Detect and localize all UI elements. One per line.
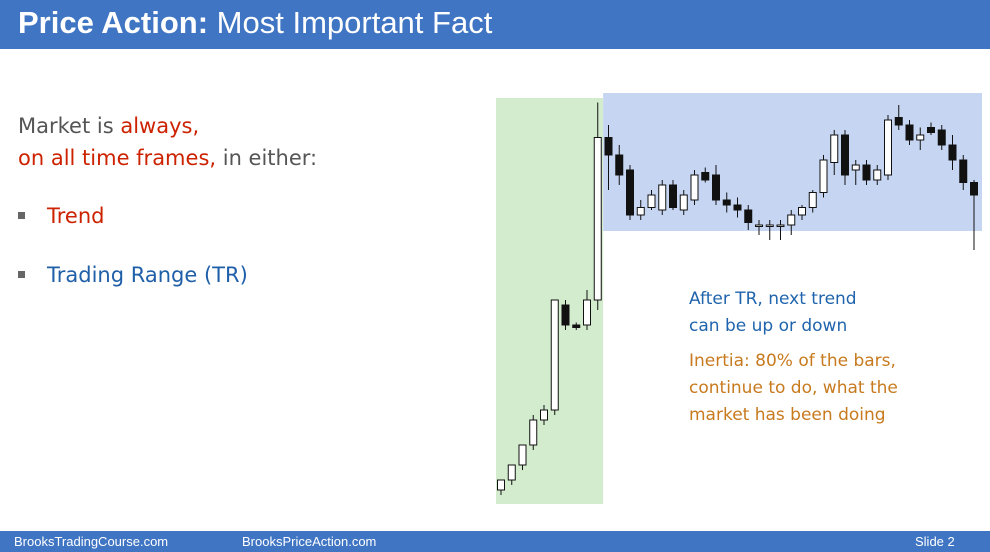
- bear-candle: [948, 144, 957, 161]
- footer-site-course: BrooksTradingCourse.com: [14, 534, 169, 549]
- bear-candle: [937, 129, 946, 146]
- title-bold: Price Action:: [18, 5, 209, 40]
- bear-candle: [894, 117, 903, 126]
- bull-candle: [497, 479, 505, 491]
- note-inertia-line2: continue to do, what the: [689, 378, 898, 398]
- bullet-trading-range-text: Trading Range (TR): [47, 263, 248, 287]
- note-inertia-line1: Inertia: 80% of the bars,: [689, 351, 896, 371]
- note-inertia-line3: market has been doing: [689, 405, 886, 425]
- bull-candle: [765, 224, 774, 227]
- bull-candle: [884, 119, 892, 176]
- bull-candle: [583, 299, 591, 326]
- bull-candle: [819, 159, 828, 193]
- bear-candle: [927, 127, 935, 133]
- note-after-tr-line1: After TR, next trend: [689, 289, 857, 309]
- bear-candle: [669, 184, 677, 208]
- bear-candle: [722, 199, 731, 206]
- bull-candle: [518, 444, 527, 466]
- bull-candle: [658, 184, 667, 211]
- bull-candle: [755, 224, 763, 227]
- intro-part1: Market is: [18, 114, 121, 138]
- intro-time-frames: on all time frames,: [18, 146, 217, 170]
- bullet-trading-range: Trading Range (TR): [18, 261, 248, 289]
- bear-candle: [733, 204, 742, 211]
- bull-candle: [787, 214, 796, 226]
- bull-candle: [540, 409, 548, 421]
- bear-candle: [712, 174, 720, 201]
- bull-candle: [830, 134, 839, 163]
- bear-candle: [970, 182, 978, 196]
- bear-candle: [701, 172, 710, 181]
- bullet-trend: Trend: [18, 202, 104, 230]
- bullet-square-icon: [18, 212, 25, 219]
- bear-candle: [744, 209, 753, 223]
- bull-candle: [916, 134, 925, 141]
- bull-candle: [776, 224, 785, 227]
- bull-candle: [808, 192, 817, 208]
- footer-slide-number: Slide 2: [915, 534, 955, 549]
- intro-always: always,: [120, 114, 200, 138]
- intro-either: in either:: [216, 146, 318, 170]
- footer-site-priceaction: BrooksPriceAction.com: [242, 534, 377, 549]
- bull-candle: [550, 299, 559, 411]
- bull-candle: [851, 164, 860, 171]
- trading-range-zone: [603, 93, 982, 231]
- footer-bar: BrooksTradingCourse.com BrooksPriceActio…: [0, 531, 990, 552]
- bear-candle: [561, 304, 570, 326]
- bear-candle: [959, 159, 968, 183]
- note-after-tr: After TR, next trend can be up or down: [689, 286, 857, 340]
- note-after-tr-line2: can be up or down: [689, 316, 848, 336]
- bear-candle: [862, 164, 871, 181]
- intro-text: Market is always, on all time frames, in…: [18, 110, 317, 174]
- bear-candle: [626, 169, 634, 216]
- bull-candle: [507, 464, 516, 481]
- bullet-trend-text: Trend: [47, 204, 105, 228]
- bull-candle: [529, 419, 538, 446]
- bull-candle: [690, 174, 699, 201]
- bull-candle: [593, 137, 602, 301]
- bull-candle: [679, 194, 688, 211]
- title-rest: Most Important Fact: [208, 5, 493, 40]
- note-inertia: Inertia: 80% of the bars, continue to do…: [689, 348, 898, 429]
- bullet-square-icon: [18, 271, 25, 278]
- bull-candle: [798, 207, 806, 216]
- bull-candle: [636, 207, 645, 216]
- bull-candle: [647, 194, 656, 208]
- bear-candle: [841, 134, 849, 176]
- bear-candle: [615, 154, 624, 176]
- bear-candle: [572, 324, 581, 328]
- title-bar: Price Action: Most Important Fact: [0, 0, 990, 49]
- slide-title: Price Action: Most Important Fact: [18, 4, 492, 42]
- bear-candle: [604, 137, 613, 156]
- bull-candle: [873, 169, 882, 181]
- bear-candle: [905, 124, 914, 141]
